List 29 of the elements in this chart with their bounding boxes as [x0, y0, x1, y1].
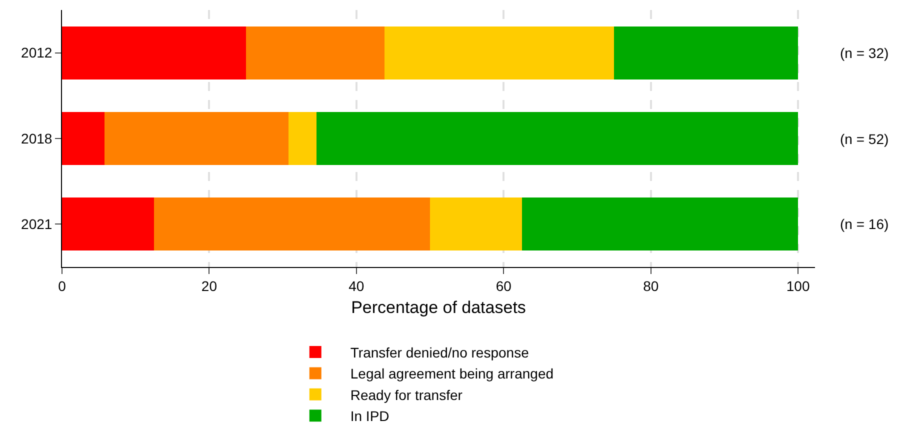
x-tick-label: 80 [643, 278, 659, 294]
legend-label: In IPD [350, 408, 390, 424]
bar [522, 198, 798, 251]
y-tick-label: 2012 [21, 44, 52, 61]
bar [62, 198, 154, 251]
text: (n = 52) [840, 131, 889, 147]
text: (n = 32) [840, 45, 889, 61]
x-tick-label: 40 [348, 278, 364, 294]
bar [614, 26, 798, 80]
bar [288, 112, 317, 166]
legend-label: Legal agreement being arranged [350, 366, 554, 382]
x-tick-label: 0 [58, 278, 66, 294]
y-tick-label: 2021 [21, 216, 52, 232]
bar [246, 26, 384, 80]
bar [430, 198, 522, 251]
bar [104, 112, 289, 166]
y-tick-label: 2018 [21, 130, 52, 146]
text: (n = 16) [840, 216, 889, 232]
bar [62, 26, 246, 80]
x-axis-title: Percentage of datasets [351, 298, 526, 318]
legend-label: Transfer denied/no response [350, 344, 530, 360]
bar [62, 112, 105, 166]
x-tick-label: 60 [496, 278, 512, 294]
bar [316, 112, 798, 166]
bar [384, 26, 614, 80]
bar [154, 198, 430, 251]
x-tick-label: 100 [786, 278, 810, 294]
legend-label: Ready for transfer [350, 386, 463, 403]
x-tick-label: 20 [201, 278, 218, 294]
